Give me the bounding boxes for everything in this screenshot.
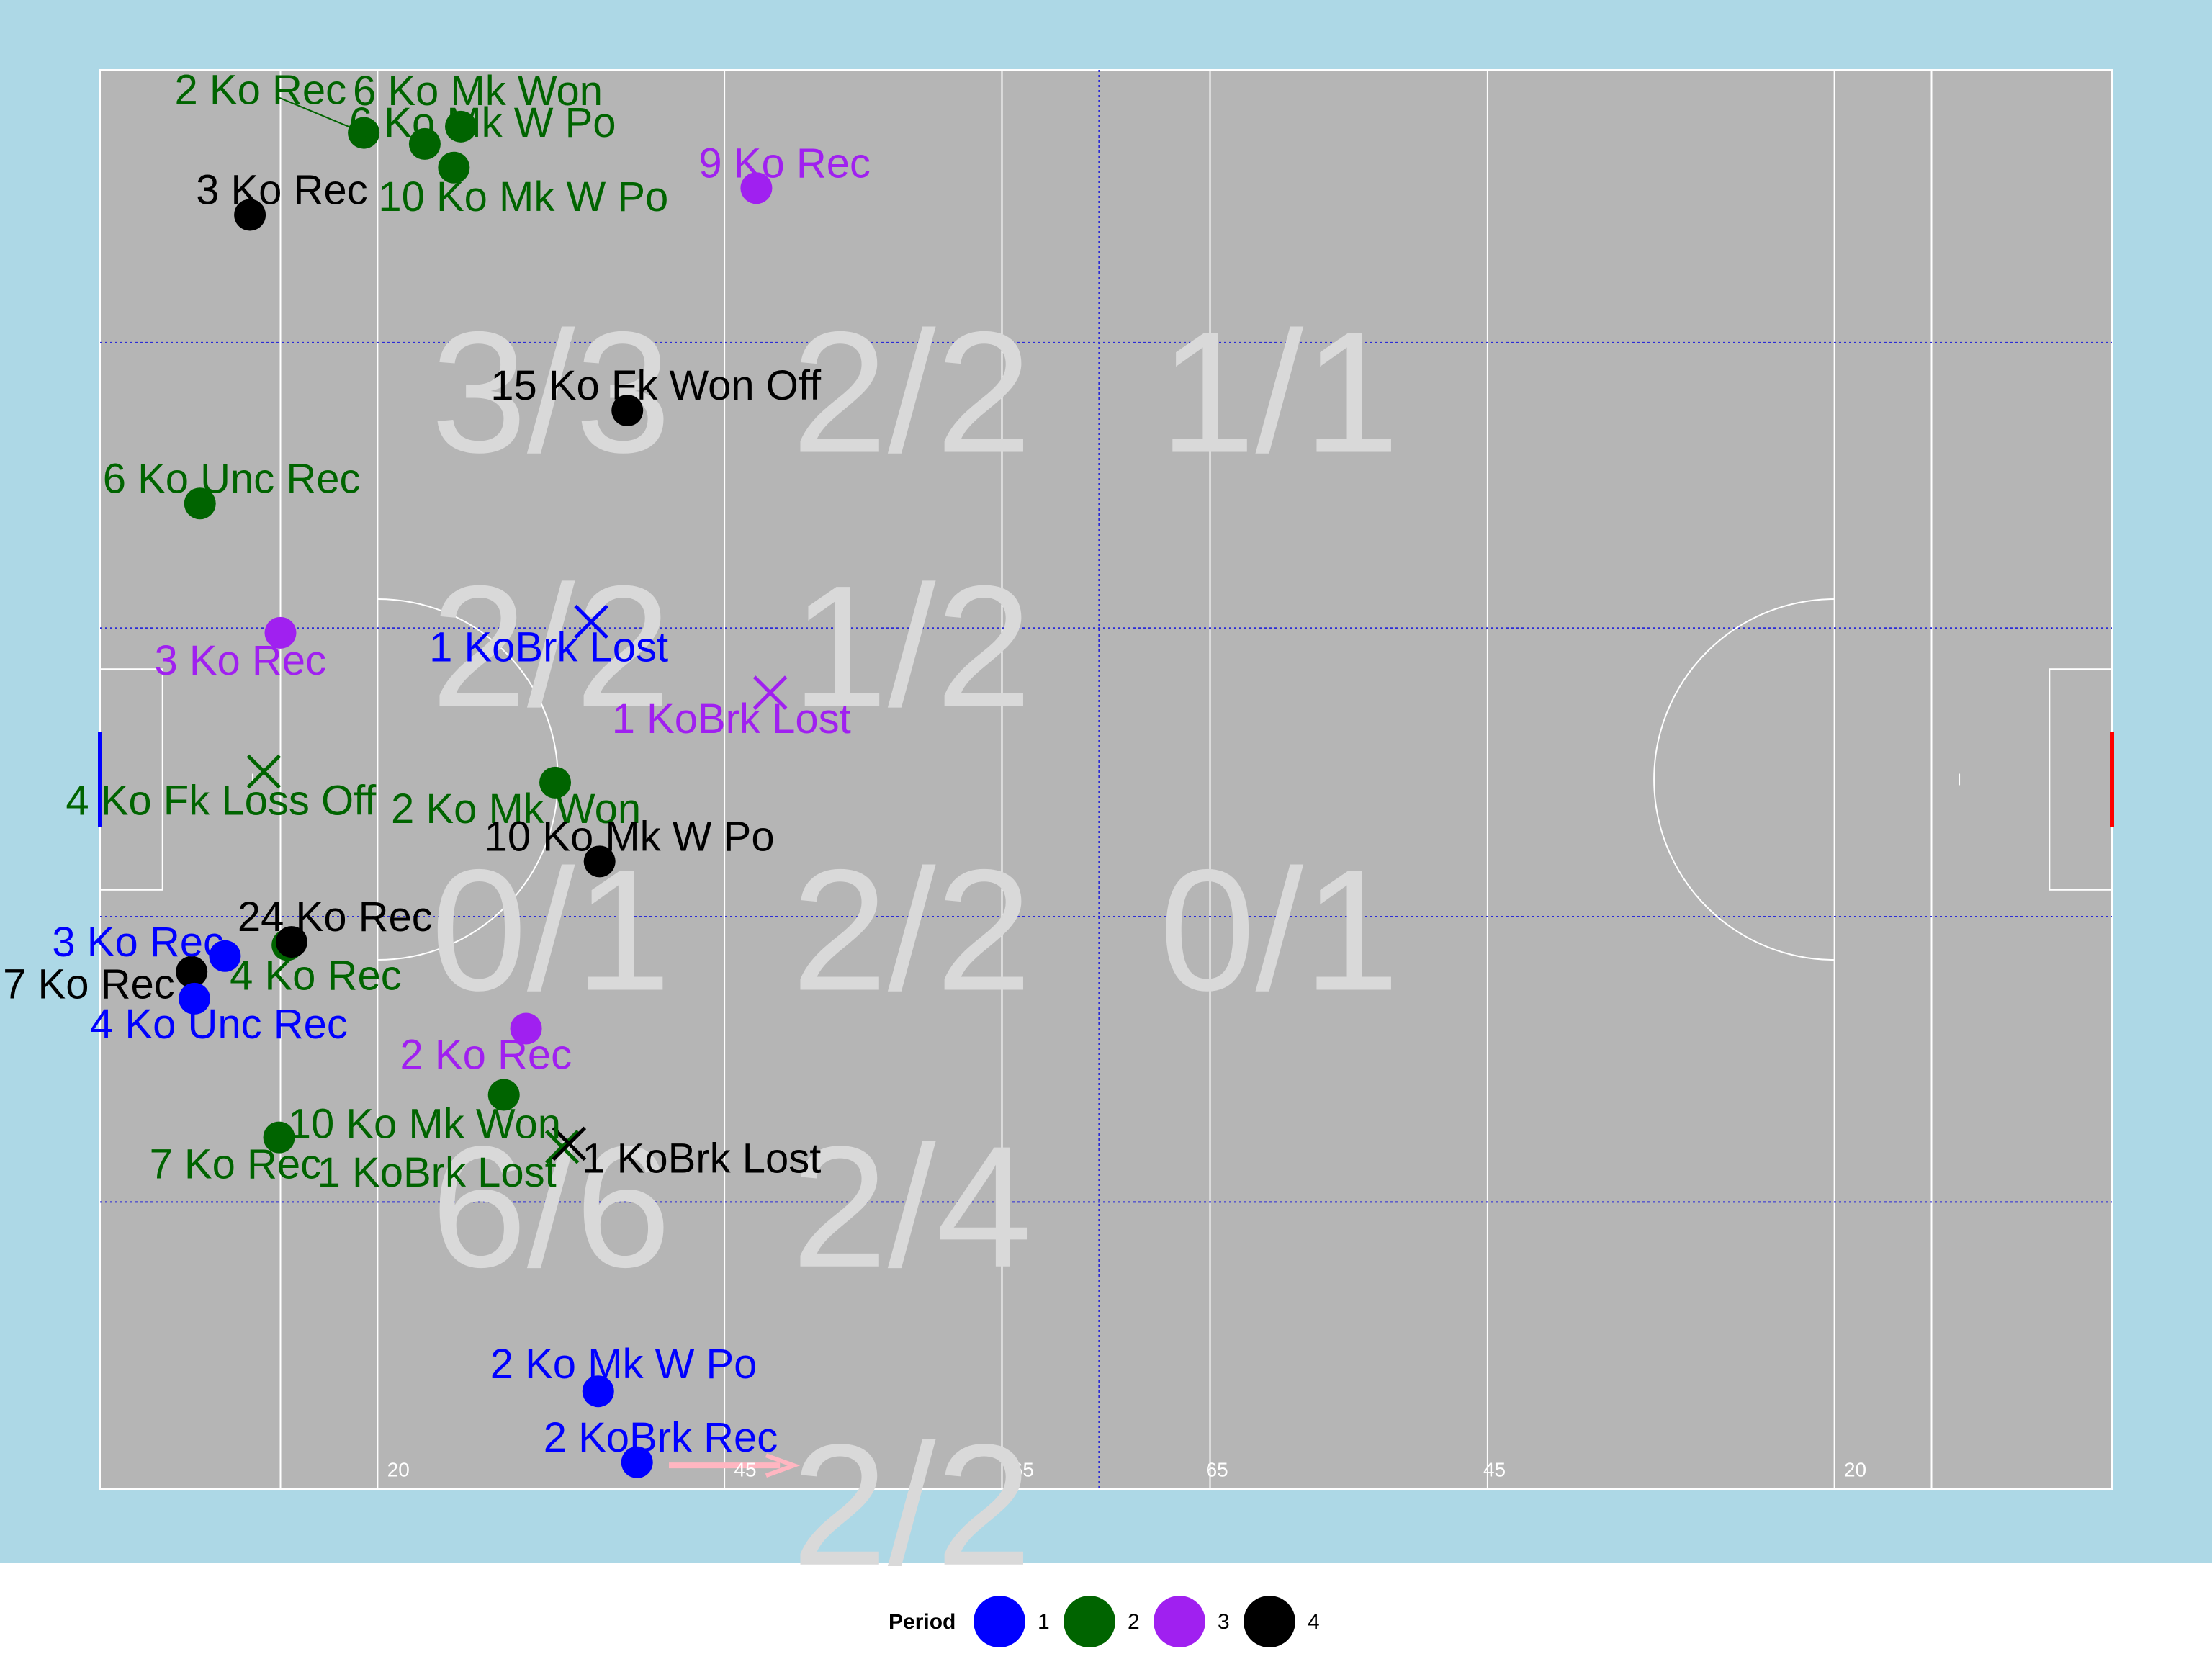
event-label: 10 Ko Mk W Po (378, 174, 668, 220)
event-dot-marker (275, 926, 307, 958)
zone-ratio: 2/4 (791, 1110, 1032, 1303)
zone-ratio: 0/1 (1159, 833, 1400, 1026)
event-label: 2 KoBrk Rec (544, 1414, 778, 1461)
event-dot-marker (621, 1446, 653, 1478)
event-dot-marker (487, 1079, 520, 1111)
event-label: 9 Ko Rec (698, 140, 871, 186)
cross-stroke (752, 675, 788, 710)
event-dot-marker (444, 110, 477, 143)
event-label: 2 Ko Rec (175, 67, 347, 114)
event-dot-marker (209, 940, 241, 972)
event-label: 6 Ko Mk Won (353, 68, 603, 114)
legend-swatch (1154, 1596, 1205, 1647)
zone-ratio: 3/3 (431, 295, 671, 488)
distance-label: 45 (734, 1458, 756, 1480)
pitch-surface (99, 69, 2113, 1490)
direction-arrow-head (765, 1453, 801, 1478)
legend-label: 2 (1128, 1610, 1140, 1634)
event-label: 1 KoBrk Lost (429, 624, 668, 671)
event-label: 1 KoBrk Lost (318, 1149, 557, 1196)
legend-label: 4 (1308, 1610, 1320, 1634)
event-dot-marker (583, 845, 616, 878)
event-dot-marker (263, 1121, 295, 1154)
zone-ratio: 2/2 (791, 833, 1032, 1026)
event-label: 4 Ko Fk Loss Off (66, 778, 377, 824)
event-dot-marker (176, 956, 208, 988)
distance-label: 65 (1012, 1458, 1034, 1480)
event-dot-marker (510, 1012, 542, 1045)
event-label: 7 Ko Rec (3, 961, 175, 1008)
zone-ratio: 2/2 (431, 549, 671, 742)
event-label: 1 KoBrk Lost (582, 1135, 821, 1182)
cross-stroke (246, 754, 282, 789)
legend-swatch (974, 1596, 1025, 1647)
zone-ratio: 2/2 (791, 1408, 1032, 1601)
distance-label: 45 (1483, 1458, 1506, 1480)
event-label: 4 Ko Unc Rec (90, 1001, 348, 1048)
event-dot-marker (611, 395, 644, 427)
event-dot-marker (234, 199, 266, 231)
cross-stroke (574, 604, 608, 639)
distance-label: 20 (387, 1458, 410, 1480)
zone-ratio: 1/1 (1159, 295, 1400, 488)
zone-ratio: 2/2 (791, 295, 1032, 488)
pitch: 20 45 65 65 45 20 (98, 69, 2114, 1490)
event-dot-marker (184, 487, 216, 520)
event-label: 2 Ko Mk W Po (490, 1341, 757, 1388)
event-cross-marker (574, 604, 608, 639)
legend-title: Period (889, 1610, 956, 1634)
event-label: 24 Ko Rec (238, 894, 433, 940)
event-label: 6 Ko Mk W Po (349, 99, 616, 146)
legend-swatch (1064, 1596, 1115, 1647)
event-label: 3 Ko Rec (196, 166, 368, 213)
event-label: 2 Ko Rec (400, 1032, 572, 1079)
event-dot-marker (264, 616, 297, 649)
legend: Period 1 2 3 4 (889, 1596, 1320, 1647)
distance-label: 20 (1844, 1458, 1866, 1480)
event-dot-marker (179, 982, 211, 1015)
event-cross-marker (544, 1130, 580, 1164)
event-cross-marker (246, 754, 282, 789)
zone-ratios: 3/3 2/2 1/1 2/2 1/2 0/1 2/2 0/1 6/6 2/4 2/2 (431, 295, 1399, 1601)
cross-stroke (544, 1130, 580, 1164)
zone-ratio: 0/1 (431, 833, 671, 1026)
event-label: 4 Ko Rec (230, 952, 402, 999)
zone-ratio: 6/6 (431, 1110, 671, 1303)
event-cross-marker (552, 1126, 587, 1161)
event-markers (176, 110, 788, 1478)
event-dot-marker (539, 766, 572, 799)
event-cross-marker (752, 675, 788, 710)
event-dot-marker (438, 151, 470, 184)
legend-label: 3 (1218, 1610, 1230, 1634)
cross-stroke (552, 1126, 587, 1161)
event-label: 3 Ko Rec (154, 637, 326, 684)
legend-swatch (1244, 1596, 1295, 1647)
distance-label: 65 (1206, 1458, 1228, 1480)
arc-right (1653, 598, 1835, 961)
event-label: 15 Ko Fk Won Off (490, 362, 822, 409)
event-dot-marker (582, 1375, 614, 1408)
legend-label: 1 (1038, 1610, 1050, 1634)
event-label: 1 KoBrk Lost (612, 696, 851, 742)
event-label: 7 Ko Rec (150, 1141, 322, 1188)
event-label: 6 Ko Unc Rec (103, 455, 361, 502)
event-dot-marker (740, 172, 773, 204)
label-leader-line (276, 96, 364, 134)
event-label: 10 Ko Mk W Po (485, 813, 775, 860)
zone-ratio: 1/2 (791, 549, 1032, 742)
event-label: 2 Ko Mk Won (391, 786, 641, 832)
event-label: 10 Ko Mk Won (288, 1101, 561, 1148)
event-label: 3 Ko Rec (52, 919, 224, 966)
event-dot-marker (408, 127, 441, 160)
